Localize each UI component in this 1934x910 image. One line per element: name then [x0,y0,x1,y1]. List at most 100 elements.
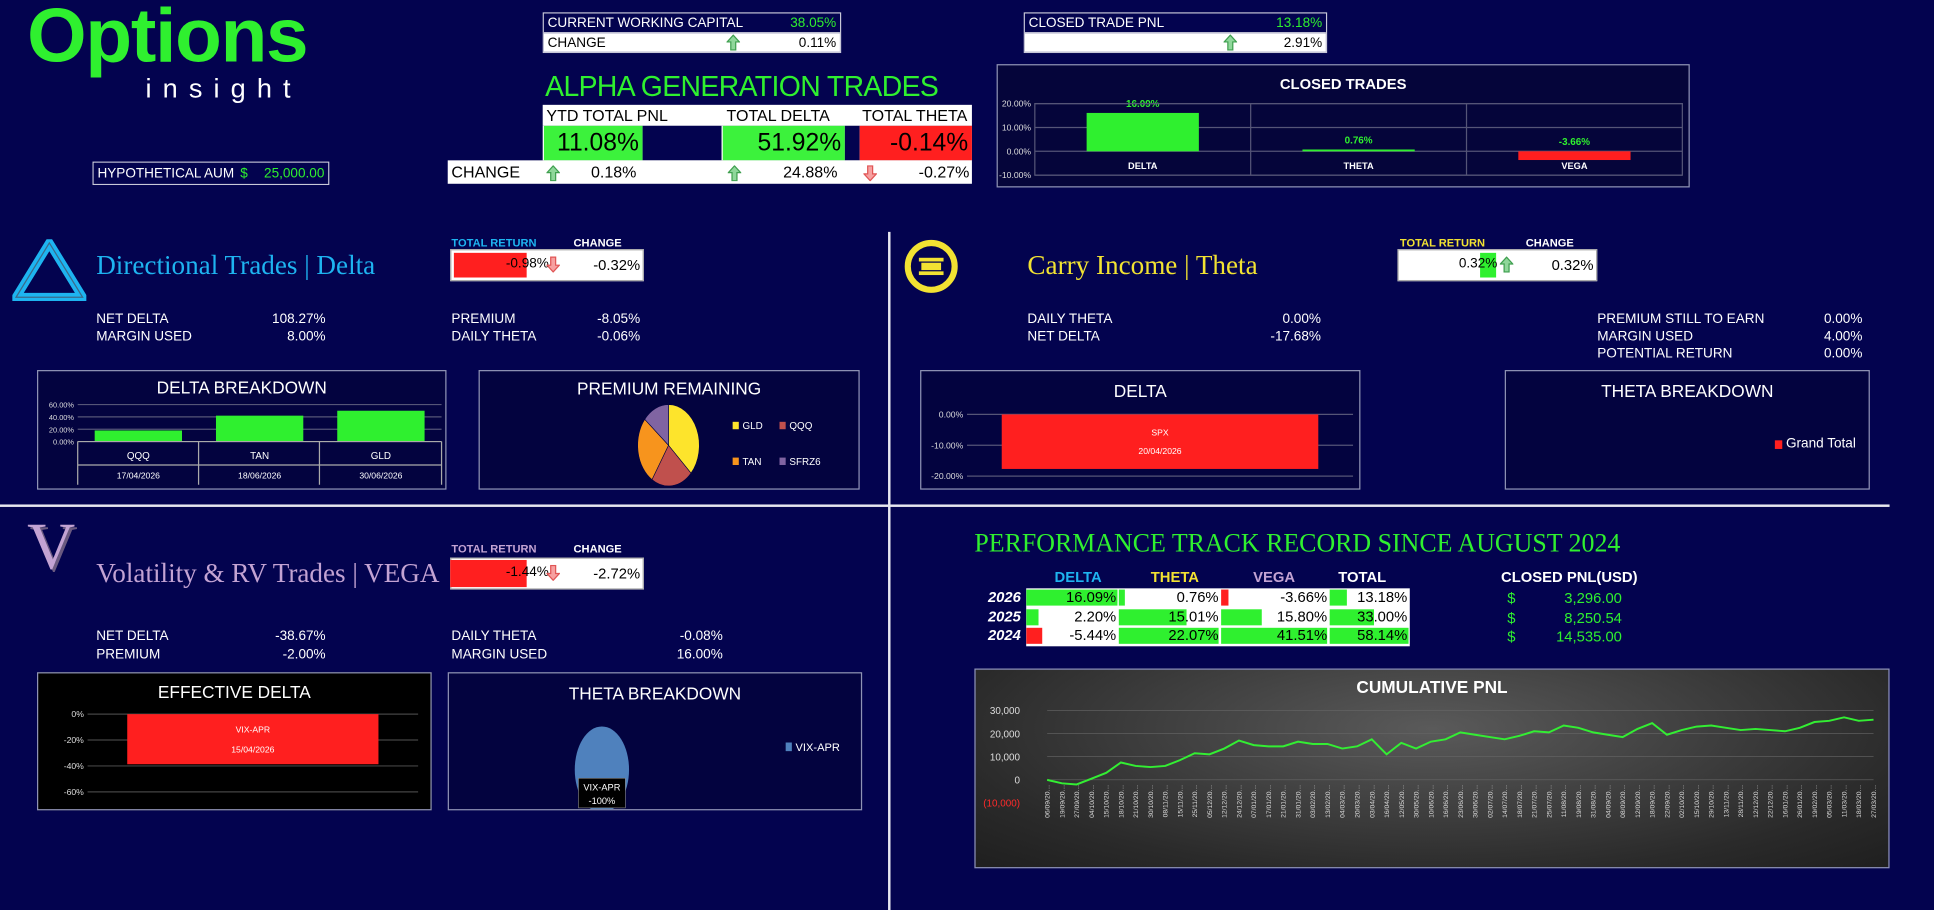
perf-cell-vega: 41.51% [1221,627,1330,646]
perf-cell-delta: -5.44% [1026,627,1119,646]
legend-swatch [785,742,792,752]
perf-data-bar [1026,628,1042,645]
arrow-up-icon [1499,256,1515,273]
closed-pnl-value: 14,535.00 [1556,628,1622,646]
working-capital-value: 38.05% [790,15,837,31]
x-tick-label: 03/04/20… [1369,785,1376,818]
aum-currency: $ [240,165,248,181]
perf-data-bar [1118,608,1187,625]
x-tick-label: 23/06/20… [1458,785,1465,818]
alpha-header-delta: TOTAL DELTA [726,106,830,125]
x-tick-label: 12/05/20… [1399,785,1406,818]
legend-item: Grand Total [1774,436,1856,452]
theta-change-label: CHANGE [1525,236,1574,250]
aum-label: HYPOTHETICAL AUM [97,165,235,181]
y-tick-label: 20,000 [990,729,1021,740]
x-tick-label: 31/01/20… [1295,785,1302,818]
x-tick-label: 16/04/20… [1384,785,1391,818]
stat-value: -0.06% [597,329,641,345]
perf-cell-theta: 15.01% [1118,608,1221,627]
category-label: VIX-APR [236,725,271,735]
total-return-data-bar [1480,252,1496,278]
aum-value: 25,000.00 [264,165,325,181]
stat-label: PREMIUM [96,647,161,663]
bar [1001,414,1319,469]
theta-circle-icon [904,239,958,293]
chart-title: THETA BREAKDOWN [1601,381,1774,401]
perf-data-bar [1221,589,1229,606]
perf-data-bar [1026,589,1117,606]
perf-value: 16.09% [1066,588,1117,606]
perf-year: 2025 [987,607,1021,625]
alpha-delta-value: 51.92% [722,125,845,161]
x-tick-label: 02/07/20… [1487,785,1494,818]
category-label: THETA [1344,161,1374,171]
x-tick-label: 12/09/20… [1635,785,1642,818]
pie-slice [668,404,700,474]
y-tick-label: 10,000 [990,752,1021,763]
theta-section-title: Carry Income | Theta [1027,249,1258,280]
x-tick-label: 18/07/20… [1517,785,1524,818]
perf-cell-delta: 16.09% [1026,588,1119,607]
chart-title: PREMIUM REMAINING [577,378,762,399]
premium-remaining-plot: GLD QQQ TAN SFRZ6 [637,404,821,487]
bar [1086,112,1199,152]
category-label: TAN [250,451,269,462]
stat-value: -2.00% [282,647,326,663]
delta-change: -0.32% [593,256,641,274]
data-label: VIX-APR [583,783,620,793]
x-tick-label: 25/11/20… [1192,785,1199,818]
vega-total-return: -1.44% [505,564,549,580]
x-tick-label: 19/02/20… [1812,785,1819,818]
x-tick-label: 17/01/20… [1266,785,1273,818]
closed-trade-pnl-box: CLOSED TRADE PNL 13.18% 2.91% [1023,12,1328,54]
x-tick-label: 04/10/20… [1089,785,1096,818]
total-return-data-bar [450,559,527,588]
bar [1518,151,1631,161]
pnl-line [1046,716,1874,786]
x-tick-label: 31/08/20… [1591,785,1598,818]
y-tick-label: 40.00% [49,413,74,422]
perf-cell-total: 13.18% [1329,588,1410,607]
bar [94,430,183,442]
perf-cell-total: 33.00% [1329,608,1410,627]
carry-theta-breakdown-chart: THETA BREAKDOWN Grand Total [1504,370,1870,490]
x-tick-label: 11/08/20… [1561,785,1568,818]
y-tick-label: 60.00% [49,401,74,410]
x-tick-label: 30/05/20… [1414,785,1421,818]
stat-label: MARGIN USED [451,647,548,663]
perf-value: -3.66% [1280,588,1328,606]
y-tick-label: -40% [64,761,84,771]
theta-total-return: 0.32% [1458,256,1498,272]
theta-change: 0.32% [1551,256,1594,274]
legend-swatch [779,421,786,430]
perf-cell-vega: 15.80% [1221,608,1330,627]
theta-total-return-box: 0.32% 0.32% [1397,249,1598,282]
delta-stats-left: NET DELTA 108.27% MARGIN USED 8.00% [96,312,325,347]
legend-label: Grand Total [1785,436,1856,452]
chart-title: EFFECTIVE DELTA [157,682,311,702]
category-label: SPX [1151,427,1169,437]
alpha-ytd-change: 0.18% [590,162,637,182]
category-label: QQQ [127,451,150,462]
x-tick-label: 16/06/20… [1443,785,1450,818]
theta-total-return-label: TOTAL RETURN [1399,236,1486,250]
bar [337,410,425,442]
x-tick-label: 20/03/20… [1355,785,1362,818]
data-label: 16.09% [1126,99,1160,110]
alpha-header-ytd: YTD TOTAL PNL [546,106,668,125]
x-tick-label: 04/09/20… [1605,785,1612,818]
x-tick-label: 04/03/20… [1340,785,1347,818]
y-tick-label: 0% [71,709,84,719]
x-tick-label: 30/06/20… [1473,785,1480,818]
perf-value: 13.18% [1357,588,1408,606]
aum-box: HYPOTHETICAL AUM $25,000.00 [92,161,330,186]
closed-trades-plot: 20.00% 10.00% 0.00% -10.00% 16.09% DELTA 0.76%… [999,99,1683,180]
horizontal-divider [0,504,1890,507]
vega-stats-left: NET DELTA -38.67% PREMIUM -2.00% [96,629,325,666]
effective-delta-plot: 0% -20% -40% -60% VIX-APR 15/04/2026 [64,709,419,797]
perf-data-bar [1329,608,1375,625]
y-tick-label: 10.00% [1002,123,1032,133]
perf-value: 0.76% [1176,588,1219,606]
perf-header-total: TOTAL [1338,568,1387,586]
